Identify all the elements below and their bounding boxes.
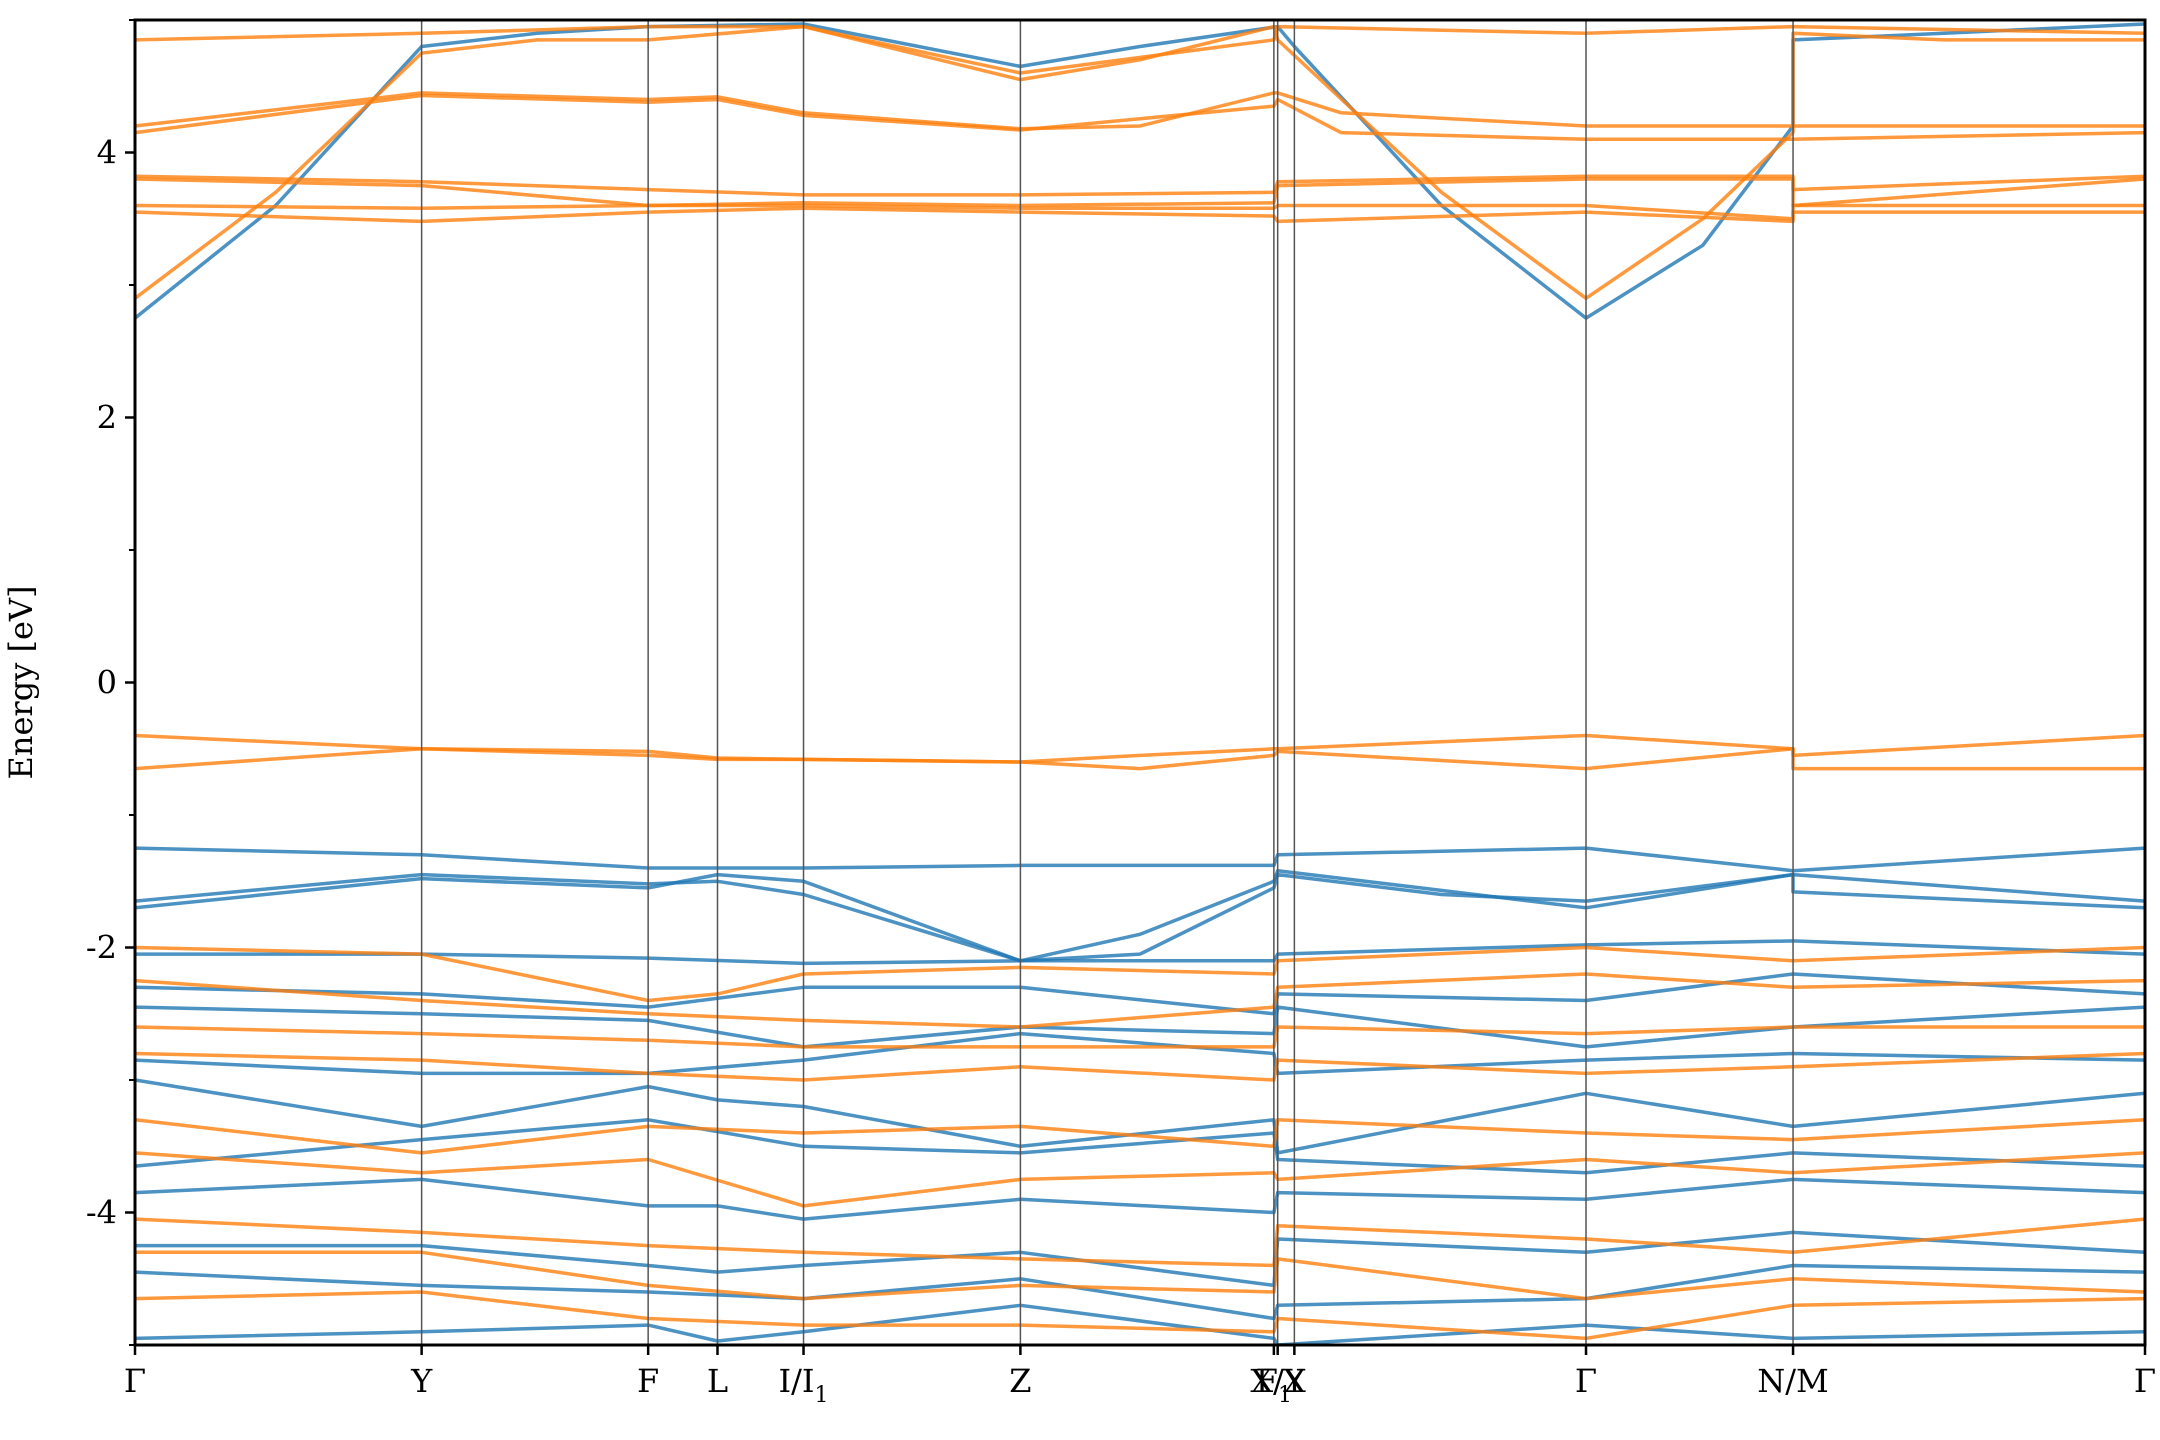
- band-line-orange: [135, 1250, 2145, 1301]
- plot-frame: [133, 18, 2147, 1347]
- band-line-blue: [135, 1230, 2145, 1288]
- band-line-orange: [135, 1151, 2145, 1208]
- band-line-blue: [135, 868, 2145, 963]
- x-tick-label: Γ: [2134, 1362, 2156, 1400]
- band-line-orange: [135, 1118, 2145, 1155]
- band-line-blue: [135, 1303, 2145, 1345]
- x-tick-label: X/Y: [1250, 1362, 1306, 1400]
- band-line-orange: [135, 24, 2145, 75]
- x-tick-label: Z: [1009, 1362, 1031, 1400]
- x-tick-label: Y: [410, 1362, 433, 1400]
- band-line-orange: [135, 1290, 2145, 1341]
- x-tick-label: F: [637, 1362, 659, 1400]
- band-line-orange: [135, 24, 2145, 301]
- x-tick-label: Γ: [124, 1362, 146, 1400]
- band-line-blue: [135, 1263, 2145, 1321]
- band-line-blue: [135, 1031, 2145, 1076]
- x-tick-label: X: [1283, 1362, 1306, 1400]
- kpath-lines: [420, 20, 1794, 1345]
- band-line-blue: [135, 1177, 2145, 1221]
- y-tick-label: -2: [86, 929, 117, 967]
- y-tick-label: -4: [86, 1194, 117, 1232]
- band-line-orange: [135, 1025, 2145, 1049]
- y-tick-label: 2: [97, 399, 117, 437]
- y-axis-ticks: -4 -2 0 2 4: [86, 19, 135, 1346]
- band-line-orange: [135, 1051, 2145, 1082]
- y-tick-label: 4: [97, 134, 117, 172]
- x-tick-label: L: [707, 1362, 728, 1400]
- band-line-orange: [135, 206, 2145, 224]
- band-line-orange: [135, 972, 2145, 1029]
- x-tick-label: N/M: [1757, 1362, 1829, 1400]
- band-line-blue: [135, 939, 2145, 966]
- band-line-orange: [135, 1217, 2145, 1268]
- x-tick-label: Γ: [1575, 1362, 1597, 1400]
- band-line-blue: [135, 1118, 2145, 1175]
- y-axis-label: Energy [eV]: [2, 586, 40, 780]
- band-lines: [135, 22, 2145, 1345]
- band-line-blue: [135, 22, 2145, 320]
- y-tick-label: 0: [97, 664, 117, 702]
- band-line-blue: [135, 872, 2145, 963]
- band-line-orange: [135, 91, 2145, 131]
- band-line-blue: [135, 1005, 2145, 1049]
- x-tick-label: I/I1: [778, 1362, 828, 1408]
- band-line-blue: [135, 972, 2145, 1016]
- band-line-orange: [135, 93, 2145, 142]
- x-axis-ticks: Γ Y F L I/I1 Z F1X/YX Γ N/M Γ: [124, 1345, 2156, 1408]
- band-line-blue: [135, 846, 2145, 873]
